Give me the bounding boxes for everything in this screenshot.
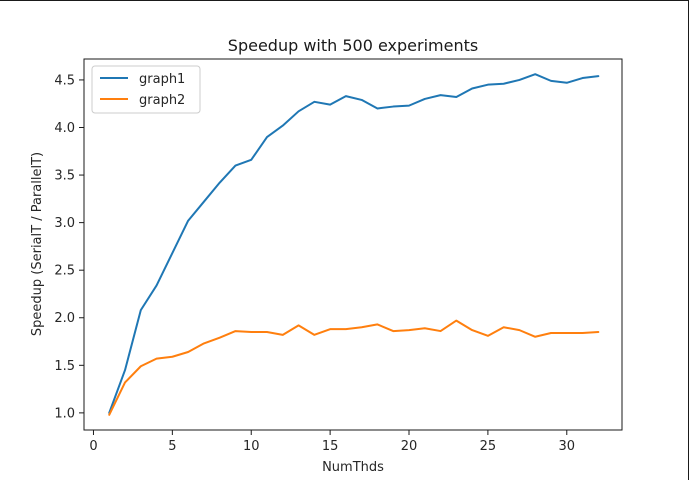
x-axis-label: NumThds [322, 460, 384, 475]
series-line-graph2 [108, 319, 600, 416]
legend-label-graph1: graph1 [139, 72, 185, 87]
series-lines [108, 73, 600, 416]
y-axis-label: Speedup (SerialT / ParallelT) [30, 152, 45, 336]
x-tick-label: 10 [243, 439, 260, 454]
legend: graph1 graph2 [91, 65, 201, 114]
y-tick-label: 2.5 [54, 264, 75, 279]
y-tick-label: 1.0 [54, 406, 75, 421]
x-tick-label: 0 [89, 439, 97, 454]
y-tick-label: 4.0 [54, 121, 75, 136]
legend-label-graph2: graph2 [139, 93, 185, 108]
y-tick-label: 1.5 [54, 359, 75, 374]
x-axis: 0 5 10 15 20 25 30 [89, 430, 575, 454]
plot-area [83, 58, 623, 431]
y-tick-label: 3.5 [54, 169, 75, 184]
y-tick-label: 4.5 [54, 73, 75, 88]
series-line-graph1 [108, 73, 600, 414]
x-tick-label: 25 [480, 439, 497, 454]
x-tick-label: 30 [559, 439, 576, 454]
x-tick-label: 5 [168, 439, 176, 454]
y-tick-label: 2.0 [54, 311, 75, 326]
x-tick-label: 15 [322, 439, 339, 454]
y-axis: 1.0 1.5 2.0 2.5 3.0 3.5 4.0 4.5 [54, 73, 84, 421]
y-tick-label: 3.0 [54, 216, 75, 231]
chart-title: Speedup with 500 experiments [228, 36, 478, 55]
x-tick-label: 20 [401, 439, 418, 454]
